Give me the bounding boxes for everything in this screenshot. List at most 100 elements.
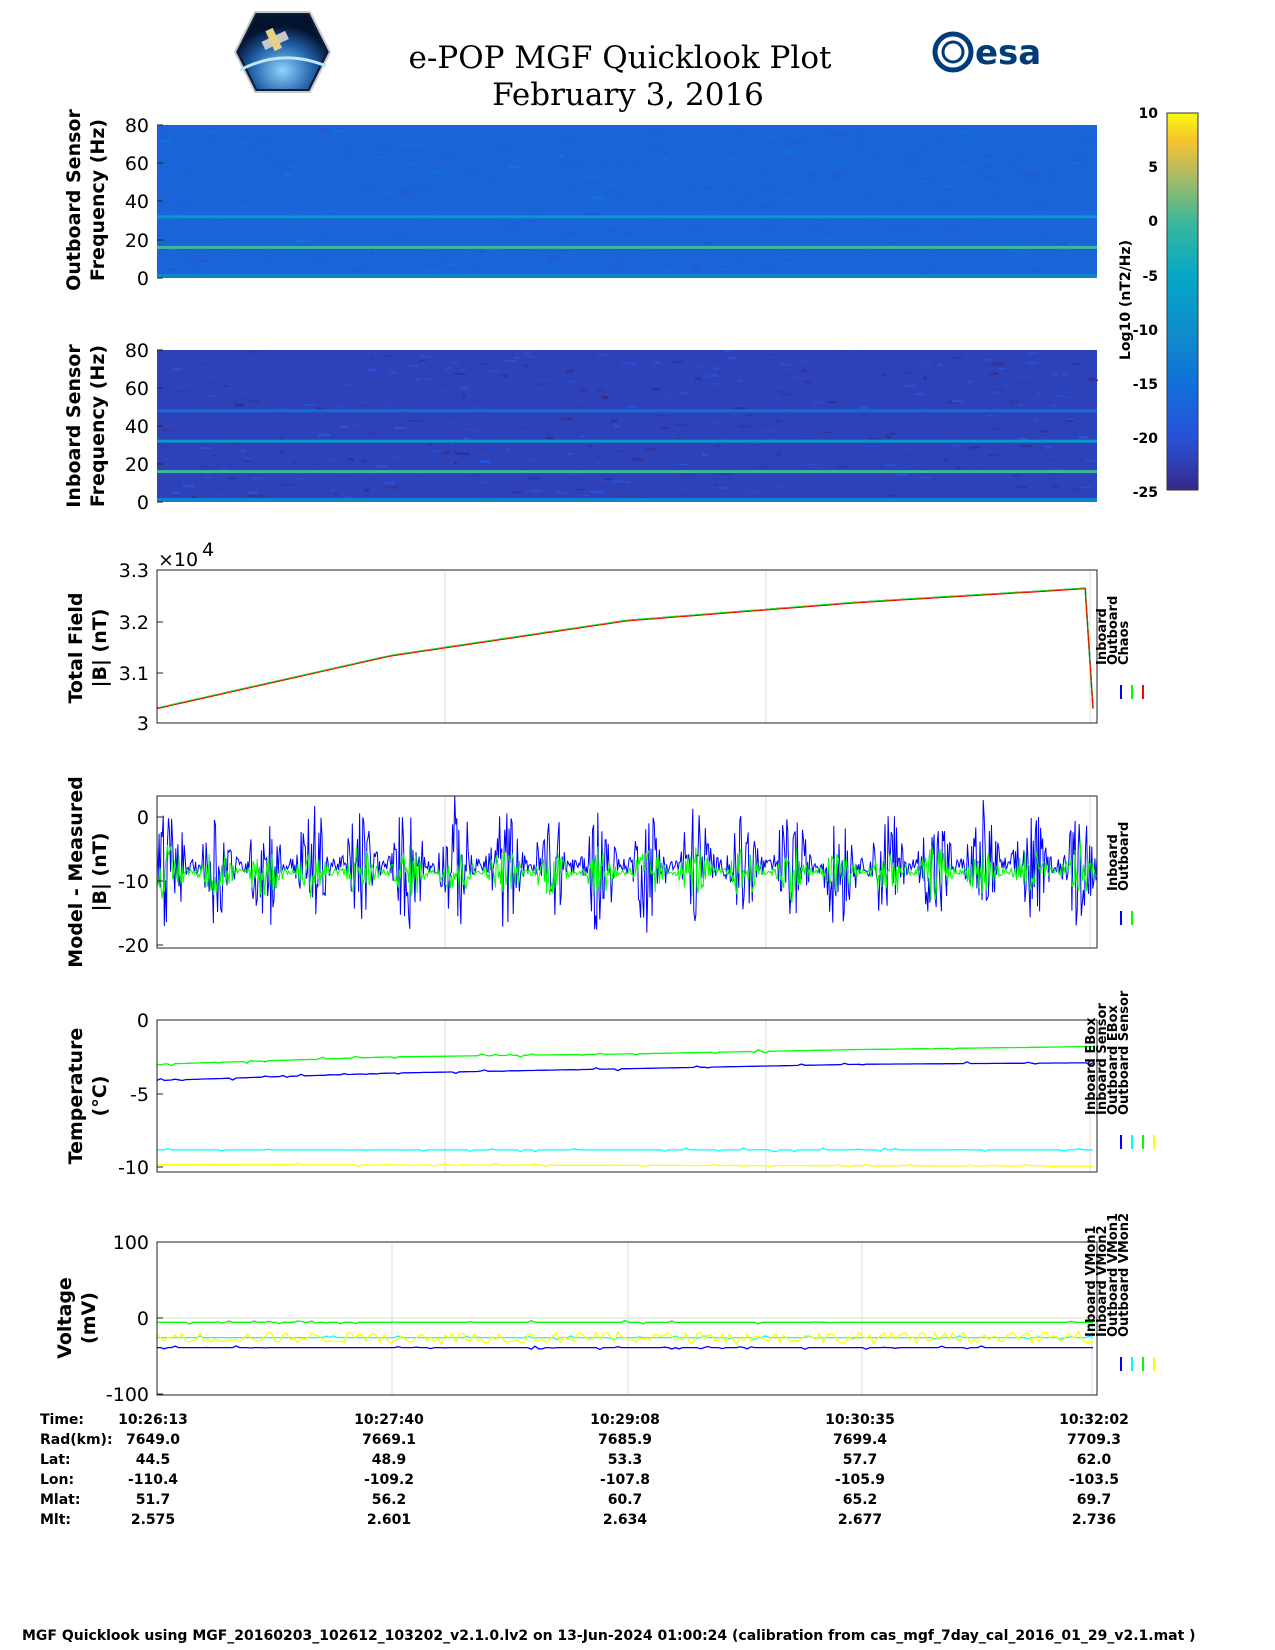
spectrogram-texture: [728, 157, 735, 161]
spectrogram-texture: [416, 378, 421, 380]
spectrogram-texture: [181, 269, 193, 272]
spectrogram-texture: [335, 406, 345, 408]
spectrogram-texture: [932, 361, 943, 363]
spectrogram-texture: [242, 460, 254, 462]
spectrogram-texture: [779, 363, 791, 366]
spectrogram-texture: [622, 495, 636, 497]
spectrogram-texture: [1018, 437, 1028, 440]
spectrogram-texture: [199, 362, 212, 366]
spectrogram-texture: [1075, 423, 1081, 425]
spectrogram-texture: [168, 268, 178, 271]
spectrogram-texture: [575, 488, 585, 490]
y-axis-label: Outboard Sensor: [63, 109, 85, 291]
spectrogram-texture: [1031, 241, 1042, 243]
spectrogram-texture: [1007, 442, 1016, 444]
spectrogram-texture: [516, 141, 524, 144]
spectrogram-texture: [785, 196, 792, 199]
spectrogram-texture: [572, 133, 580, 136]
spectrogram-texture: [784, 142, 797, 145]
spectrogram-texture: [886, 172, 894, 175]
spectrogram-texture: [325, 163, 333, 166]
spectrogram-texture: [800, 432, 813, 435]
spectrogram-texture: [868, 438, 880, 440]
spectrogram-texture: [211, 454, 216, 457]
spectrogram-texture: [1055, 143, 1066, 146]
info-cell: 65.2: [843, 1492, 878, 1508]
spectrogram-texture: [967, 262, 974, 265]
spectrogram-texture: [266, 153, 273, 156]
series-line-chaos: [156, 588, 1094, 710]
spectrogram-texture: [695, 176, 704, 179]
spectrogram-texture: [981, 359, 992, 361]
spectrogram-texture: [507, 165, 521, 168]
spectrogram-texture: [692, 365, 706, 367]
info-cell: 10:29:08: [590, 1412, 660, 1428]
spectrogram-texture: [187, 204, 191, 206]
spectrogram-texture: [644, 392, 658, 394]
legend-label: Inboard: [1106, 834, 1121, 891]
spectrogram-texture: [1026, 174, 1039, 177]
spectrogram-texture: [1031, 204, 1036, 207]
spectrogram-texture: [399, 191, 412, 193]
spectrogram-texture: [319, 128, 330, 132]
spectrogram-texture: [1014, 474, 1019, 477]
spectrogram-texture: [764, 268, 771, 270]
spectrogram-texture: [444, 241, 454, 244]
spectrogram-texture: [741, 131, 745, 134]
spectrogram-texture: [311, 430, 324, 434]
spectrogram-texture: [484, 156, 493, 158]
spectrogram-texture: [223, 385, 228, 387]
spectrogram-texture: [708, 240, 715, 242]
spectrogram-texture: [285, 129, 298, 132]
info-cell: -103.5: [1069, 1472, 1119, 1488]
spectrogram-texture: [526, 355, 540, 358]
spectrogram-texture: [969, 446, 981, 449]
spectrogram-texture: [568, 474, 581, 476]
spectrogram-texture: [342, 384, 350, 386]
series-line-inboard-ebox: [156, 1061, 1094, 1082]
spectrogram-texture: [613, 424, 621, 428]
spectrogram-texture: [629, 164, 638, 168]
y-tick-label: 0: [137, 492, 149, 514]
info-cell: 2.736: [1072, 1512, 1116, 1528]
spectrogram-texture: [631, 250, 636, 252]
y-tick-label: 0: [137, 1308, 149, 1330]
spectrogram-texture: [284, 173, 294, 177]
spectrogram-texture: [427, 236, 436, 239]
spectrogram-texture: [259, 203, 265, 206]
spectrogram-texture: [648, 166, 662, 170]
spectrogram-texture: [781, 392, 794, 396]
legend-label: Inboard EBox: [1084, 1017, 1099, 1115]
spectrogram-texture: [198, 259, 208, 262]
spectrogram-texture: [565, 369, 574, 373]
y-axis-label: Frequency (Hz): [87, 345, 109, 507]
spectrogram-texture: [1054, 395, 1067, 398]
spectrogram-texture: [389, 371, 397, 375]
spectrogram-texture: [403, 374, 412, 377]
spectrogram-texture: [596, 455, 602, 458]
spectrogram-texture: [893, 226, 902, 228]
spectrogram-texture: [223, 141, 234, 144]
spectrogram-texture: [1089, 238, 1094, 241]
spectrogram-texture: [991, 258, 1000, 261]
spectrogram-texture: [281, 484, 294, 486]
spectrogram-texture: [725, 134, 731, 138]
spectrogram-texture: [543, 265, 555, 268]
spectrogram-texture: [1061, 395, 1073, 398]
axes-frame: [156, 569, 1098, 724]
spectrogram-texture: [352, 182, 358, 185]
spectrogram-texture: [444, 271, 451, 274]
spectrogram-texture: [522, 168, 528, 171]
spectrogram-texture: [920, 155, 931, 159]
spectrogram-texture: [949, 141, 962, 144]
spectrogram-texture: [691, 265, 701, 269]
spectrogram-texture: [453, 451, 457, 453]
spectrogram-texture: [645, 427, 650, 430]
spectrogram-texture: [308, 153, 321, 156]
spectrogram-texture: [807, 463, 818, 465]
spectrogram-texture: [211, 130, 216, 133]
spectrogram-texture: [801, 369, 807, 372]
spectrogram-texture: [340, 224, 348, 227]
spectrogram-texture: [649, 146, 662, 149]
spectrogram-texture: [1063, 459, 1077, 462]
